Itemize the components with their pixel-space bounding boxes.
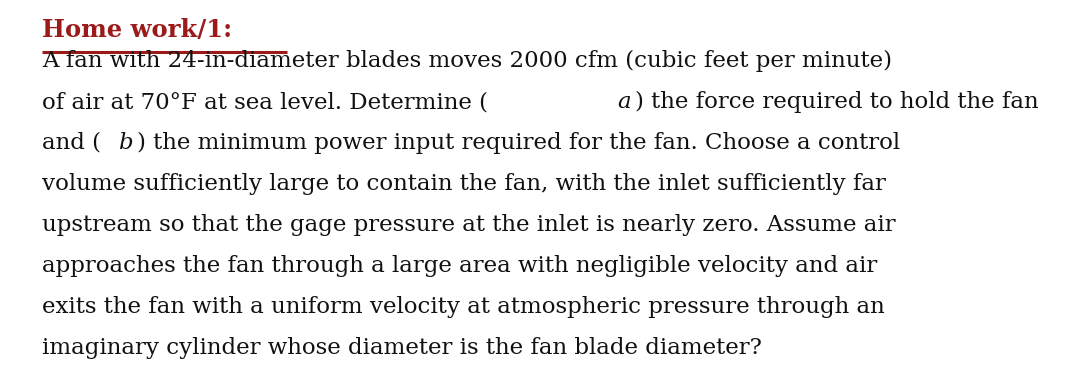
Text: upstream so that the gage pressure at the inlet is nearly zero. Assume air: upstream so that the gage pressure at th… (42, 214, 895, 236)
Text: exits the fan with a uniform velocity at atmospheric pressure through an: exits the fan with a uniform velocity at… (42, 296, 885, 318)
Text: and (: and ( (42, 132, 102, 154)
Text: volume sufficiently large to contain the fan, with the inlet sufficiently far: volume sufficiently large to contain the… (42, 173, 886, 195)
Text: Home work/1:: Home work/1: (42, 18, 232, 42)
Text: ) the force required to hold the fan: ) the force required to hold the fan (635, 91, 1039, 113)
Text: ) the minimum power input required for the fan. Choose a control: ) the minimum power input required for t… (137, 132, 900, 154)
Text: a: a (618, 91, 631, 113)
Text: imaginary cylinder whose diameter is the fan blade diameter?: imaginary cylinder whose diameter is the… (42, 337, 761, 359)
Text: b: b (118, 132, 133, 154)
Text: A fan with 24-in-diameter blades moves 2000 cfm (cubic feet per minute): A fan with 24-in-diameter blades moves 2… (42, 50, 892, 72)
Text: approaches the fan through a large area with negligible velocity and air: approaches the fan through a large area … (42, 255, 877, 277)
Text: of air at 70°F at sea level. Determine (: of air at 70°F at sea level. Determine ( (42, 91, 488, 113)
